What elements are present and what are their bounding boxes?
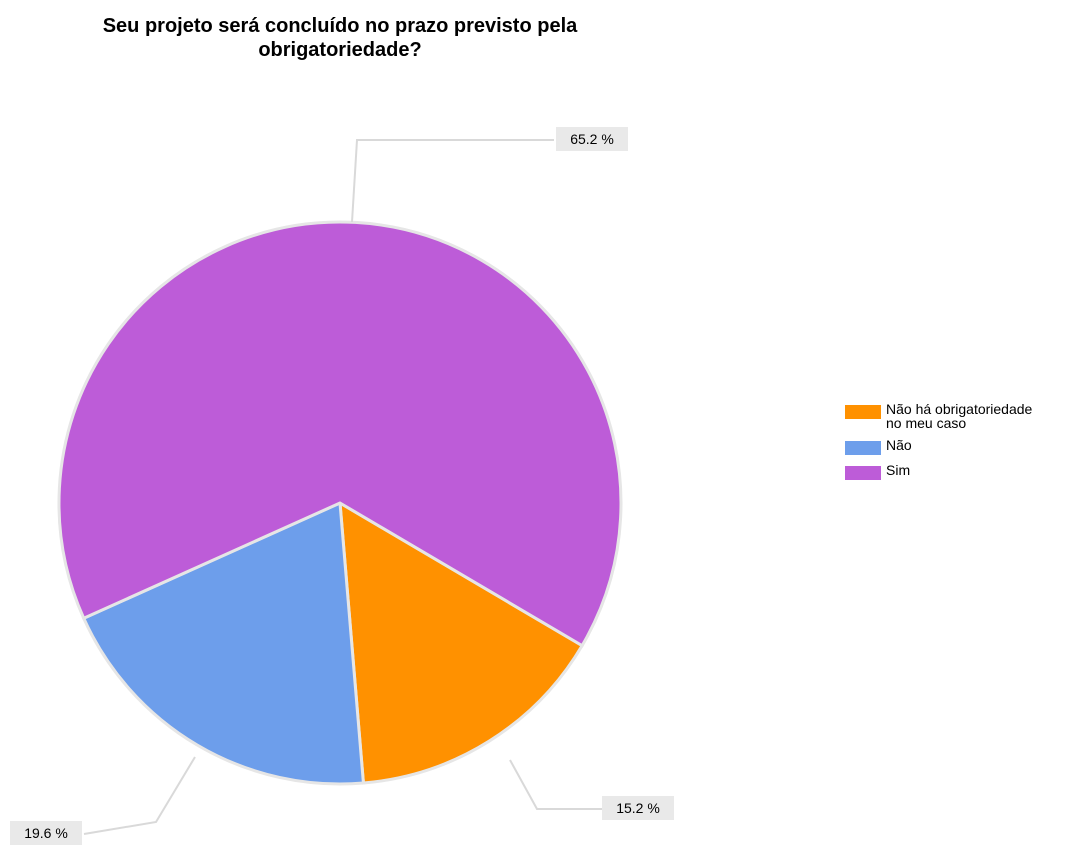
legend-item-nao[interactable]: Não — [845, 438, 1081, 455]
leader-line-1 — [83, 756, 196, 835]
legend-label: Não — [886, 438, 1076, 452]
label-box — [10, 821, 82, 845]
leader-line-0 — [509, 759, 602, 810]
leader-line-2 — [351, 139, 554, 223]
slice-label-2: 65.2 % — [556, 127, 628, 151]
label-box — [556, 127, 628, 151]
legend-swatch-blue — [845, 441, 881, 455]
legend-swatch-orange — [845, 405, 881, 419]
slice-label-0: 15.2 % — [602, 796, 674, 820]
legend-label-line: no meu caso — [886, 415, 967, 431]
pie-slice-0[interactable] — [338, 500, 585, 785]
slice-percent-text: 65.2 % — [570, 131, 614, 147]
legend-label-line: Sim — [886, 462, 911, 478]
label-box — [602, 796, 674, 820]
chart-title-line-1: Seu projeto será concluído no prazo prev… — [102, 15, 578, 37]
legend-swatch-purple — [845, 466, 881, 480]
legend-label-line: Não — [886, 437, 912, 453]
legend-label: Sim — [886, 463, 1076, 477]
slice-label-1: 19.6 % — [10, 821, 82, 845]
legend: Não há obrigatoriedade no meu caso Não S… — [845, 402, 1081, 488]
pie-slice-1[interactable] — [81, 500, 366, 786]
slice-percent-text: 19.6 % — [24, 825, 68, 841]
legend-label: Não há obrigatoriedade no meu caso — [886, 402, 1076, 430]
legend-item-nao-ha-obrigatoriedade[interactable]: Não há obrigatoriedade no meu caso — [845, 402, 1081, 430]
chart-title: Seu projeto será concluído no prazo prev… — [0, 14, 680, 62]
legend-item-sim[interactable]: Sim — [845, 463, 1081, 480]
slice-percent-text: 15.2 % — [616, 800, 660, 816]
pie-slice-2[interactable] — [57, 220, 623, 648]
legend-label-line: Não há obrigatoriedade — [886, 401, 1033, 417]
chart-title-line-2: obrigatoriedade? — [258, 39, 422, 61]
